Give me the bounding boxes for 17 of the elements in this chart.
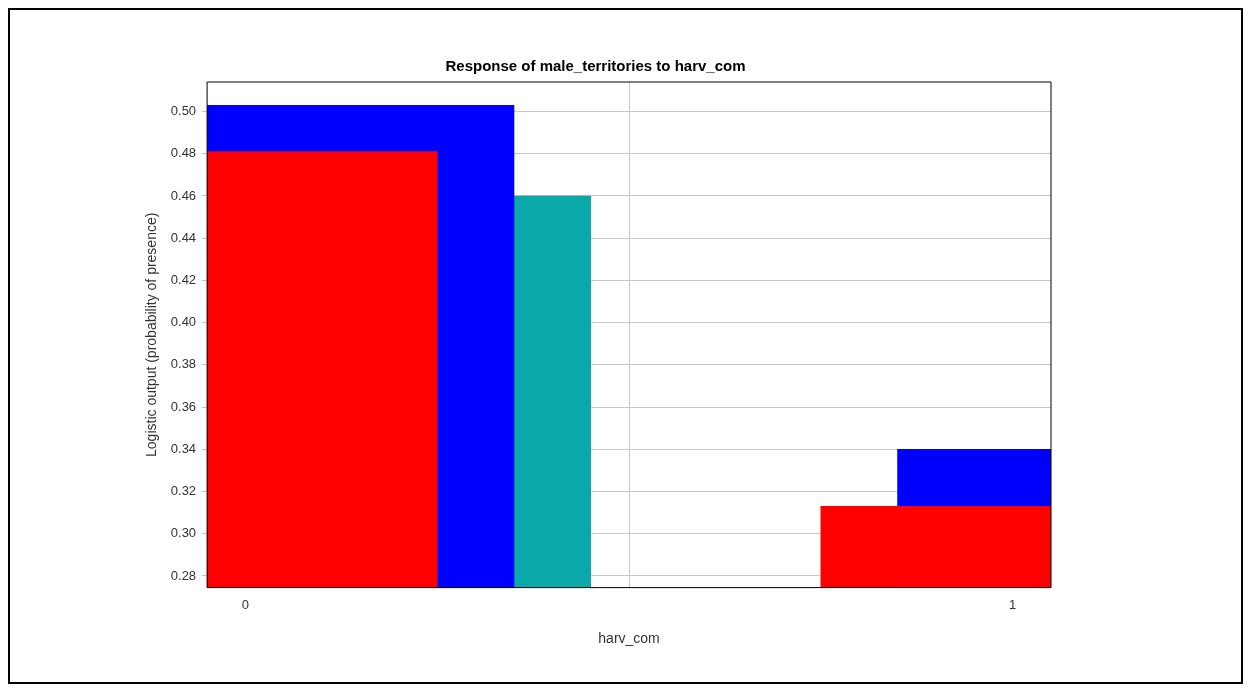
x-axis-title: harv_com (598, 630, 660, 647)
y-axis-title: Logistic output (probability of presence) (143, 212, 160, 457)
y-tick-label: 0.34 (170, 440, 197, 456)
y-tick-label: 0.30 (170, 525, 197, 541)
y-tick-label: 0.44 (170, 229, 197, 245)
y-tick-label: 0.42 (170, 272, 197, 288)
y-tick-label: 0.38 (170, 356, 197, 372)
y-tick-label: 0.50 (170, 103, 197, 119)
chart-title: Response of male_territories to harv_com (445, 57, 746, 75)
y-tick-label: 0.48 (170, 145, 197, 161)
y-tick-label: 0.32 (170, 483, 197, 499)
x-tick-label: 1 (1009, 596, 1017, 612)
y-tick-label: 0.28 (170, 567, 197, 583)
y-tick-label: 0.46 (170, 187, 197, 203)
y-tick-label: 0.40 (170, 314, 197, 330)
y-tick-label: 0.36 (170, 398, 197, 414)
x-tick-label: 0 (241, 596, 250, 612)
